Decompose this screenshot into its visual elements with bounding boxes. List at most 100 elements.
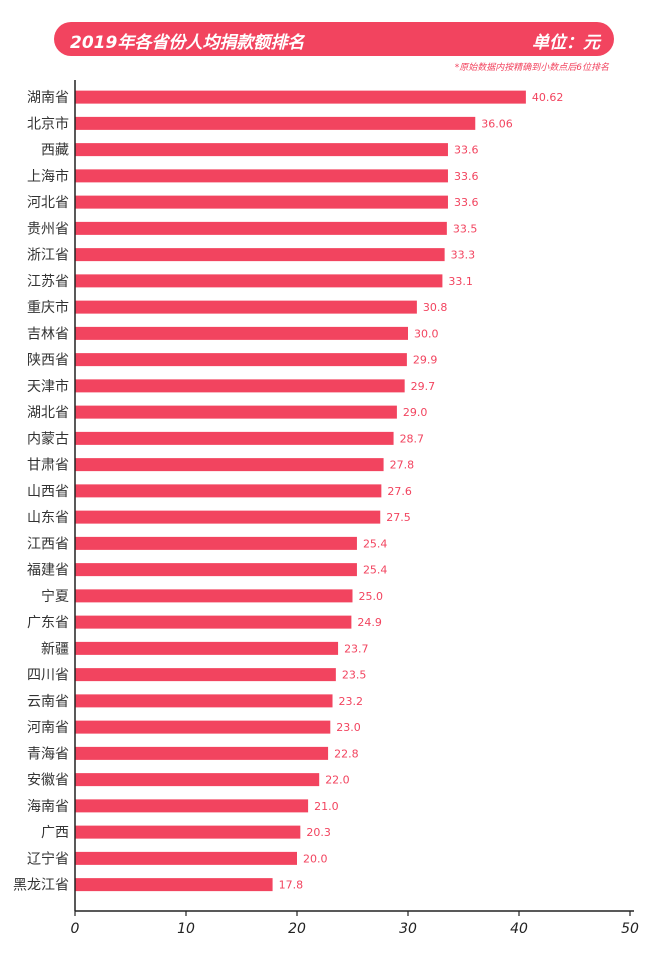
category-label: 上海市 bbox=[27, 168, 69, 185]
category-label: 重庆市 bbox=[27, 299, 69, 316]
value-label: 27.5 bbox=[386, 511, 411, 524]
value-label: 29.9 bbox=[413, 354, 438, 367]
value-label: 22.0 bbox=[325, 774, 350, 787]
value-label: 33.6 bbox=[454, 170, 479, 183]
bar bbox=[75, 353, 407, 367]
bar bbox=[75, 90, 526, 104]
value-label: 27.8 bbox=[390, 459, 415, 472]
value-label: 23.2 bbox=[339, 695, 364, 708]
category-label: 内蒙古 bbox=[27, 431, 69, 447]
bar bbox=[75, 825, 301, 839]
value-label: 17.8 bbox=[279, 879, 304, 892]
category-label: 江西省 bbox=[27, 536, 69, 552]
bar bbox=[75, 221, 447, 235]
category-label: 云南省 bbox=[27, 694, 69, 710]
value-label: 25.0 bbox=[359, 590, 384, 603]
bar bbox=[75, 431, 394, 445]
bar bbox=[75, 248, 445, 262]
value-label: 33.6 bbox=[454, 196, 479, 209]
value-label: 30.0 bbox=[414, 327, 439, 340]
x-tick-label: 50 bbox=[621, 921, 639, 937]
value-label: 33.6 bbox=[454, 144, 479, 157]
category-label: 安徽省 bbox=[27, 773, 69, 789]
category-label: 西藏 bbox=[41, 143, 69, 159]
bar bbox=[75, 300, 417, 314]
category-label: 四川省 bbox=[27, 668, 69, 684]
value-label: 27.6 bbox=[387, 485, 412, 498]
bar bbox=[75, 536, 357, 550]
bar bbox=[75, 274, 443, 288]
category-label: 辽宁省 bbox=[27, 850, 69, 867]
category-label: 黑龙江省 bbox=[13, 878, 69, 894]
category-label: 吉林省 bbox=[27, 326, 69, 342]
x-tick-label: 20 bbox=[288, 921, 306, 937]
category-label: 贵州省 bbox=[27, 221, 69, 237]
category-label: 陕西省 bbox=[27, 353, 69, 369]
bar bbox=[75, 746, 329, 760]
bar bbox=[75, 773, 320, 787]
bar bbox=[75, 720, 331, 734]
value-label: 29.7 bbox=[411, 380, 436, 393]
bar bbox=[75, 851, 297, 865]
x-tick-label: 30 bbox=[399, 921, 417, 937]
bar bbox=[75, 878, 273, 892]
title-banner: 2019年各省份人均捐款额排名 单位：元 bbox=[54, 22, 614, 56]
value-label: 33.5 bbox=[453, 222, 478, 235]
bar bbox=[75, 458, 384, 472]
category-label: 浙江省 bbox=[27, 248, 69, 264]
bar bbox=[75, 589, 353, 603]
category-label: 山东省 bbox=[27, 510, 69, 526]
category-label: 河北省 bbox=[27, 195, 69, 211]
category-label: 广东省 bbox=[27, 615, 69, 631]
category-label: 广西 bbox=[41, 825, 69, 841]
bar bbox=[75, 641, 339, 655]
category-label: 福建省 bbox=[27, 563, 69, 579]
value-label: 33.1 bbox=[448, 275, 473, 288]
value-label: 23.5 bbox=[342, 669, 367, 682]
bar bbox=[75, 510, 381, 524]
value-label: 22.8 bbox=[334, 747, 359, 760]
chart-title: 2019年各省份人均捐款额排名 bbox=[70, 33, 305, 53]
bar bbox=[75, 405, 397, 419]
bar bbox=[75, 563, 357, 577]
category-label: 海南省 bbox=[27, 799, 69, 815]
x-tick-label: 40 bbox=[510, 921, 528, 937]
category-label: 青海省 bbox=[27, 746, 69, 762]
footnote: *原始数据内按精确到小数点后6位排名 bbox=[454, 63, 609, 73]
unit-label: 单位：元 bbox=[532, 33, 600, 53]
value-label: 36.06 bbox=[481, 117, 513, 130]
value-label: 29.0 bbox=[403, 406, 428, 419]
bar bbox=[75, 694, 333, 708]
x-tick-label: 0 bbox=[71, 921, 80, 937]
bar bbox=[75, 799, 309, 813]
category-label: 江苏省 bbox=[27, 274, 69, 290]
category-label: 山西省 bbox=[27, 484, 69, 500]
value-label: 20.3 bbox=[306, 826, 331, 839]
value-label: 25.4 bbox=[363, 564, 388, 577]
value-label: 24.9 bbox=[357, 616, 382, 629]
category-label: 河南省 bbox=[27, 720, 69, 736]
category-label: 甘肃省 bbox=[27, 458, 69, 474]
category-label: 北京市 bbox=[27, 115, 69, 132]
value-label: 30.8 bbox=[423, 301, 448, 314]
category-label: 湖南省 bbox=[27, 90, 69, 106]
bar bbox=[75, 484, 382, 498]
bar bbox=[75, 116, 476, 130]
bar bbox=[75, 326, 408, 340]
category-label: 新疆 bbox=[41, 641, 69, 657]
value-label: 23.7 bbox=[344, 642, 369, 655]
bar bbox=[75, 379, 405, 393]
value-label: 28.7 bbox=[400, 432, 425, 445]
value-label: 33.3 bbox=[451, 249, 476, 262]
category-label: 天津市 bbox=[27, 378, 69, 395]
x-tick-label: 10 bbox=[177, 921, 195, 937]
bar bbox=[75, 668, 336, 682]
value-label: 20.0 bbox=[303, 852, 328, 865]
bar bbox=[75, 195, 448, 209]
bar bbox=[75, 615, 352, 629]
bar bbox=[75, 169, 448, 183]
value-label: 23.0 bbox=[336, 721, 361, 734]
category-label: 宁夏 bbox=[41, 588, 69, 605]
bar bbox=[75, 143, 448, 157]
